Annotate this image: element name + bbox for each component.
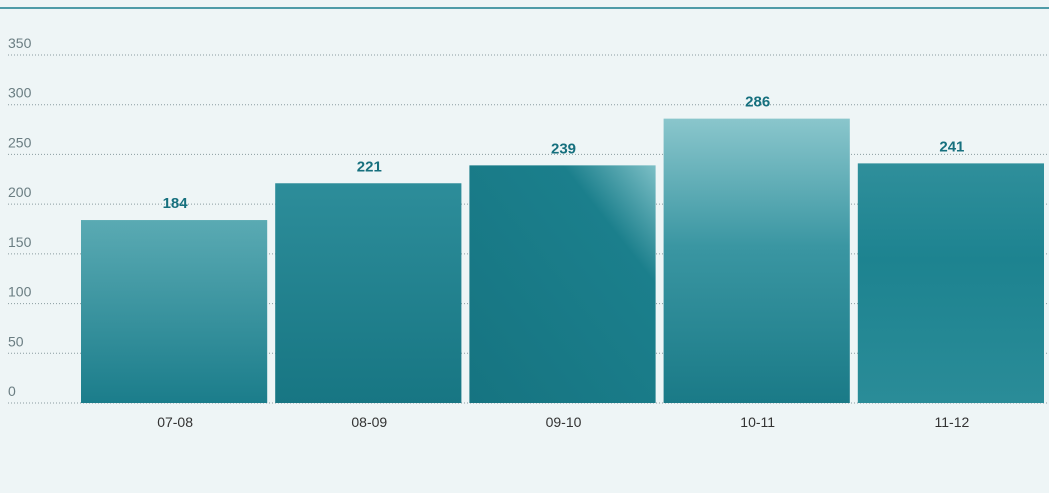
bar (469, 165, 656, 403)
value-label: 286 (745, 94, 770, 111)
value-label: 221 (357, 158, 382, 175)
value-label: 241 (939, 138, 964, 155)
bar (663, 118, 850, 404)
bar (81, 220, 268, 403)
value-label: 184 (163, 195, 189, 212)
x-tick-label: 07-08 (157, 414, 193, 430)
x-tick-label: 11-12 (935, 414, 970, 430)
x-tick-label: 10-11 (740, 414, 775, 430)
bar (857, 163, 1044, 403)
x-tick-label: 09-10 (546, 414, 582, 430)
x-tick-label: 08-09 (351, 414, 387, 430)
y-tick-label: 0 (8, 383, 16, 399)
value-label: 239 (551, 140, 576, 157)
y-tick-label: 100 (8, 284, 32, 300)
y-tick-label: 300 (8, 85, 32, 101)
y-tick-label: 350 (8, 35, 32, 51)
y-tick-label: 200 (8, 184, 32, 200)
y-tick-label: 50 (8, 333, 24, 349)
y-tick-label: 150 (8, 234, 32, 250)
bar (275, 183, 462, 403)
y-tick-label: 250 (8, 134, 32, 150)
